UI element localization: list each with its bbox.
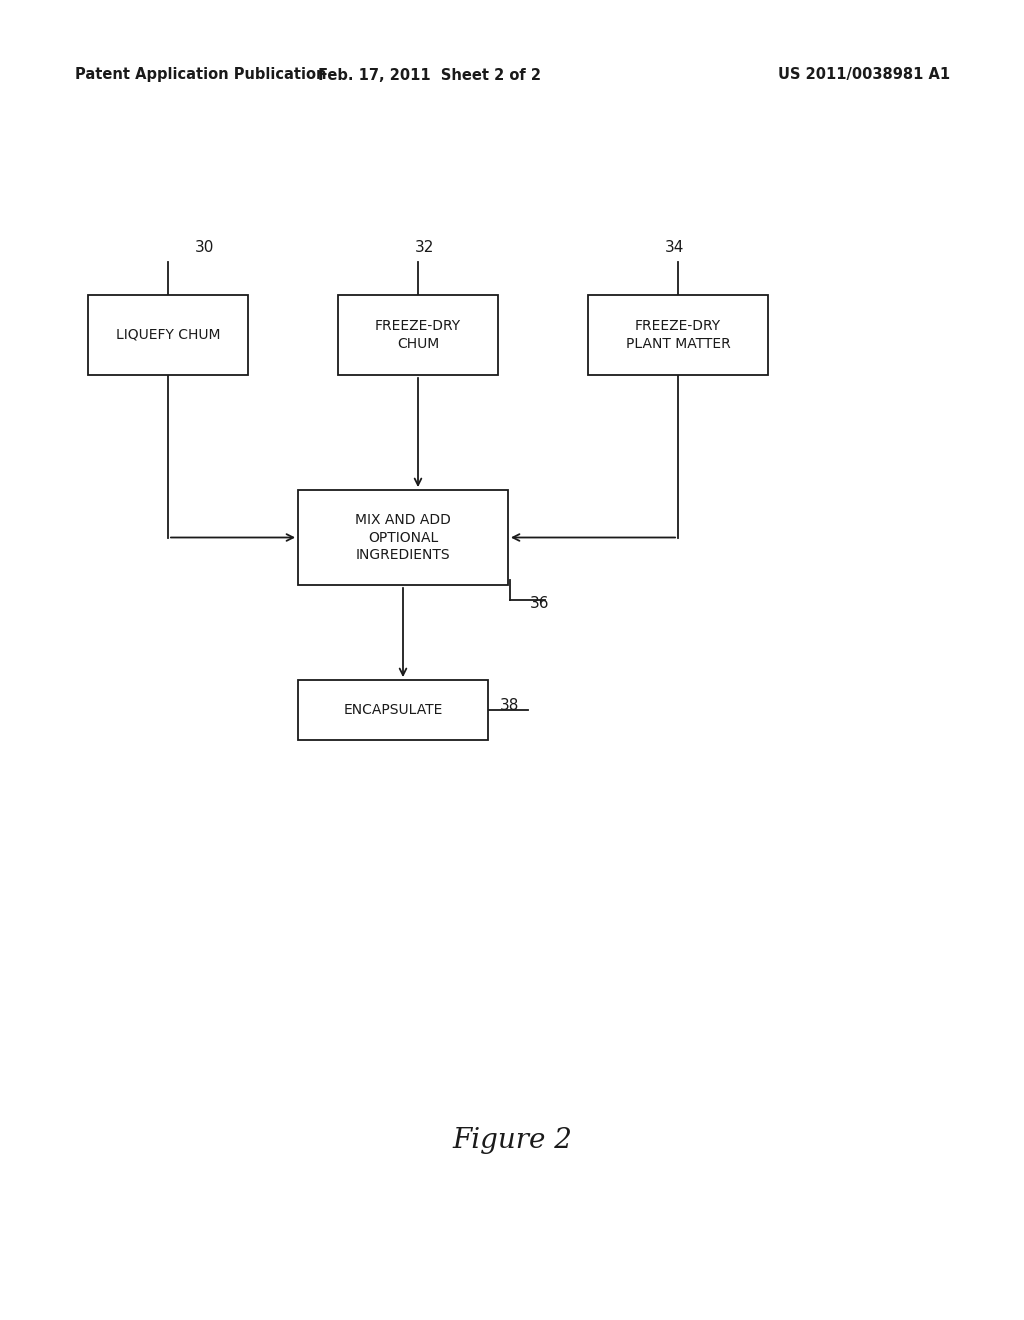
Text: 32: 32 — [415, 240, 434, 256]
Text: Feb. 17, 2011  Sheet 2 of 2: Feb. 17, 2011 Sheet 2 of 2 — [318, 67, 542, 82]
Text: 34: 34 — [665, 240, 684, 256]
Text: MIX AND ADD
OPTIONAL
INGREDIENTS: MIX AND ADD OPTIONAL INGREDIENTS — [355, 513, 451, 562]
Text: US 2011/0038981 A1: US 2011/0038981 A1 — [778, 67, 950, 82]
Text: Patent Application Publication: Patent Application Publication — [75, 67, 327, 82]
Text: FREEZE-DRY
CHUM: FREEZE-DRY CHUM — [375, 319, 461, 351]
Text: 38: 38 — [500, 698, 519, 714]
Text: Figure 2: Figure 2 — [452, 1126, 572, 1154]
Bar — [588, 294, 768, 375]
Bar — [298, 680, 488, 741]
Text: 30: 30 — [195, 240, 214, 256]
Bar — [88, 294, 248, 375]
Bar — [338, 294, 498, 375]
Text: LIQUEFY CHUM: LIQUEFY CHUM — [116, 327, 220, 342]
Text: ENCAPSULATE: ENCAPSULATE — [343, 704, 442, 717]
Text: FREEZE-DRY
PLANT MATTER: FREEZE-DRY PLANT MATTER — [626, 319, 730, 351]
Text: 36: 36 — [530, 597, 550, 611]
Bar — [298, 490, 508, 585]
